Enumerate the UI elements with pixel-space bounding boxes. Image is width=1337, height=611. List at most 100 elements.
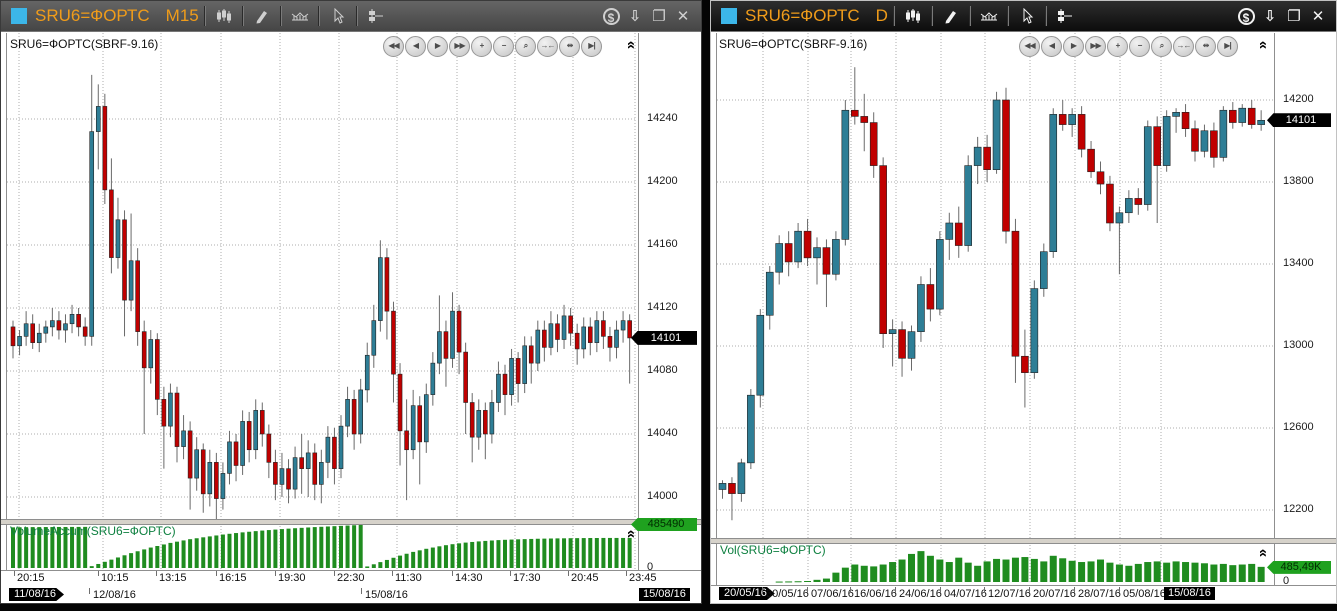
y-tick-label: 13800 bbox=[1283, 175, 1314, 187]
separator bbox=[930, 6, 933, 26]
y-tick-label: 14000 bbox=[647, 490, 678, 502]
volume-indicator-label: VolumeAccum(SRU6=ФОРТС) bbox=[10, 524, 176, 538]
time-tick bbox=[334, 571, 335, 576]
candles-series bbox=[718, 67, 1265, 521]
pane-splitter[interactable] bbox=[711, 538, 1336, 544]
close-button[interactable]: ✕ bbox=[671, 5, 695, 27]
download-button[interactable]: ⇩ bbox=[1258, 5, 1282, 27]
date-tick bbox=[762, 587, 763, 593]
pencil-icon[interactable] bbox=[938, 5, 964, 27]
levels-icon[interactable] bbox=[363, 5, 389, 27]
pencil-icon[interactable] bbox=[249, 5, 275, 27]
last-price-marker: 14101 bbox=[631, 330, 697, 345]
dollar-button[interactable]: $ bbox=[599, 5, 623, 27]
zoom-select-button[interactable]: ⌕ bbox=[515, 36, 536, 57]
date-tick bbox=[361, 588, 362, 594]
y-tick-label: 13000 bbox=[1283, 339, 1314, 351]
date-tick bbox=[895, 587, 896, 593]
volume-zero-label: 0 bbox=[1283, 575, 1290, 587]
time-tick-label: 13:15 bbox=[159, 572, 187, 584]
app-icon bbox=[721, 8, 737, 24]
chart-window-daily: SRU6=ФОРТС D $ ⇩ ❐ ✕ SRU6=ФОРТС(SBRF-9.1… bbox=[710, 0, 1337, 604]
step-forward-button[interactable]: ▶ bbox=[1063, 36, 1084, 57]
down-arrow-icon: ⇩ bbox=[1263, 8, 1277, 25]
collapse-price-pane-icon[interactable]: « bbox=[623, 40, 641, 50]
compress-button[interactable]: →← bbox=[537, 36, 558, 57]
page-back-button[interactable]: ◀◀ bbox=[1019, 36, 1040, 57]
collapse-volume-pane-icon[interactable]: « bbox=[623, 529, 641, 539]
time-tick-label: 14:30 bbox=[455, 572, 483, 584]
timeframe-label: D bbox=[875, 6, 888, 25]
axis-top-border bbox=[711, 585, 1336, 586]
y-tick-label: 14240 bbox=[647, 112, 678, 124]
titlebar[interactable]: SRU6=ФОРТС D $ ⇩ ❐ ✕ bbox=[711, 1, 1336, 31]
zoom-in-button[interactable]: + bbox=[1107, 36, 1128, 57]
time-tick-label: 11:30 bbox=[395, 572, 422, 584]
zoom-out-button[interactable]: − bbox=[493, 36, 514, 57]
volume-zero-label: 0 bbox=[647, 561, 654, 573]
indicator-icon[interactable] bbox=[976, 5, 1002, 27]
date-flag-end: 15/08/16 bbox=[639, 588, 690, 601]
y-tick-label: 14160 bbox=[647, 238, 678, 250]
cursor-icon[interactable] bbox=[325, 5, 351, 27]
go-to-end-button[interactable]: ▶| bbox=[581, 36, 602, 57]
zoom-select-button[interactable]: ⌕ bbox=[1151, 36, 1172, 57]
time-tick bbox=[568, 571, 569, 576]
separator bbox=[317, 6, 320, 26]
axis-top-border bbox=[1, 570, 701, 571]
instrument-label: SRU6=ФОРТС(SBRF-9.16) bbox=[719, 37, 868, 51]
down-arrow-icon: ⇩ bbox=[628, 8, 642, 25]
collapse-price-pane-icon[interactable]: « bbox=[1255, 40, 1273, 50]
collapse-volume-pane-icon[interactable]: « bbox=[1255, 548, 1273, 558]
separator bbox=[279, 6, 282, 26]
volume-value-tag: 485490 bbox=[631, 518, 697, 531]
time-tick bbox=[156, 571, 157, 576]
scale-separator bbox=[638, 33, 639, 570]
titlebar[interactable]: SRU6=ФОРТС M15 $ ⇩ ❐ ✕ bbox=[1, 1, 701, 31]
zoom-out-button[interactable]: − bbox=[1129, 36, 1150, 57]
levels-icon[interactable] bbox=[1052, 5, 1078, 27]
date-tick-label: 24/06/16 bbox=[899, 588, 942, 600]
zoom-in-button[interactable]: + bbox=[471, 36, 492, 57]
close-icon: ✕ bbox=[676, 8, 690, 25]
date-tick bbox=[807, 587, 808, 593]
chart-client-area: SRU6=ФОРТС(SBRF-9.16) 14200 13800 13400 130… bbox=[711, 31, 1336, 603]
date-tick bbox=[850, 587, 851, 593]
y-tick-label: 14040 bbox=[647, 427, 678, 439]
go-to-end-button[interactable]: ▶| bbox=[1217, 36, 1238, 57]
page-forward-button[interactable]: ▶▶ bbox=[449, 36, 470, 57]
compress-button[interactable]: →← bbox=[1173, 36, 1194, 57]
page-forward-button[interactable]: ▶▶ bbox=[1085, 36, 1106, 57]
candles-icon[interactable] bbox=[211, 5, 237, 27]
download-button[interactable]: ⇩ bbox=[623, 5, 647, 27]
separator bbox=[355, 6, 358, 26]
date-flag-end: 15/08/16 bbox=[1164, 587, 1215, 600]
time-tick-label: 20:45 bbox=[571, 572, 599, 584]
restore-button[interactable]: ❐ bbox=[647, 5, 671, 27]
page-back-button[interactable]: ◀◀ bbox=[383, 36, 404, 57]
date-tick-label: 04/07/16 bbox=[944, 588, 987, 600]
step-back-button[interactable]: ◀ bbox=[1041, 36, 1062, 57]
indicator-icon[interactable] bbox=[287, 5, 313, 27]
last-price-marker: 14101 bbox=[1267, 113, 1331, 128]
close-icon: ✕ bbox=[1311, 8, 1325, 25]
date-tick bbox=[1119, 587, 1120, 593]
restore-icon: ❐ bbox=[652, 8, 666, 25]
candles-icon[interactable] bbox=[900, 5, 926, 27]
time-tick-label: 17:30 bbox=[513, 572, 541, 584]
step-back-button[interactable]: ◀ bbox=[405, 36, 426, 57]
restore-button[interactable]: ❐ bbox=[1282, 5, 1306, 27]
plot-left-border bbox=[6, 33, 7, 570]
time-tick-label: 19:30 bbox=[278, 572, 306, 584]
close-button[interactable]: ✕ bbox=[1306, 5, 1330, 27]
dollar-button[interactable]: $ bbox=[1234, 5, 1258, 27]
compress-bars-button[interactable]: ⇹ bbox=[1195, 36, 1216, 57]
time-tick-label: 16:15 bbox=[219, 572, 247, 584]
step-forward-button[interactable]: ▶ bbox=[427, 36, 448, 57]
cursor-icon[interactable] bbox=[1014, 5, 1040, 27]
time-tick bbox=[392, 571, 393, 576]
date-tick bbox=[1074, 587, 1075, 593]
compress-bars-button[interactable]: ⇹ bbox=[559, 36, 580, 57]
pane-splitter[interactable] bbox=[1, 519, 701, 525]
